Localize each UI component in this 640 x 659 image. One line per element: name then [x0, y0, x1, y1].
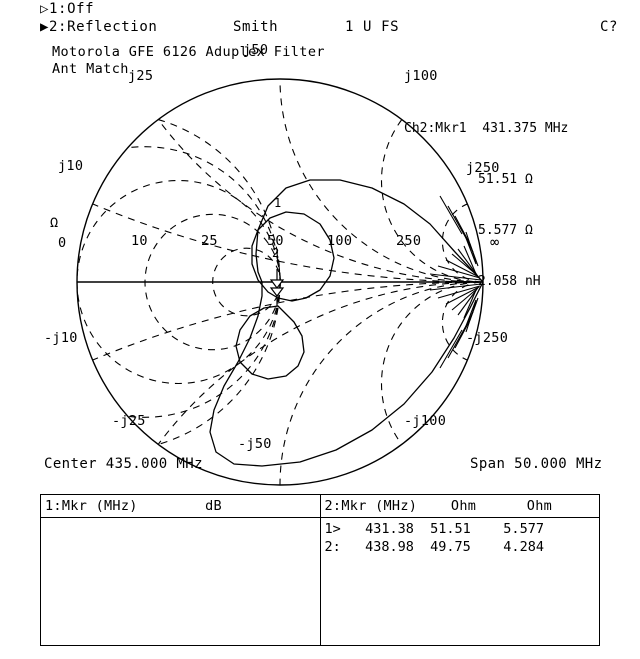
x-arc-neg-j100 [380, 281, 483, 485]
trace-resonance-cluster [439, 195, 479, 369]
marker-readout-line-1: Ch2:Mkr1 431.375 MHz [404, 120, 568, 137]
smith-chart-canvas [76, 78, 484, 486]
marker-readout-inductance: 2.058 nH [478, 274, 541, 289]
channel-1-status[interactable]: ▷1:Off [40, 1, 95, 17]
trace-convergence-fan [420, 245, 483, 319]
marker-table: 1:Mkr (MHz) dB 2:Mkr (MHz) Ohm Ohm 1> 43… [40, 494, 600, 646]
calibration-status-flag: C? [600, 19, 619, 35]
channel-2-format[interactable]: Smith [233, 19, 279, 35]
channel-2-scale[interactable]: 1 U FS [345, 19, 400, 35]
marker-table-channel-1: 1:Mkr (MHz) dB [41, 495, 321, 645]
label-pos-j25: j25 [128, 68, 154, 84]
label-pos-j100: j100 [404, 68, 438, 84]
x-arc-neg-j25 [77, 281, 483, 485]
reactance-arcs [77, 79, 483, 485]
page-title: Motorola GFE 6126 Aduplex Filter [52, 44, 325, 60]
label-neg-j25: -j25 [112, 413, 146, 429]
label-neg-j100: -j100 [404, 413, 447, 429]
trace-middle-upper-loop [251, 211, 335, 302]
center-frequency[interactable]: Center 435.000 MHz [44, 456, 203, 472]
x-arc-j100 [380, 79, 483, 283]
label-real-0: 0 [58, 235, 67, 251]
x-arc-neg-j50 [279, 281, 483, 485]
trace-outer-loop [209, 179, 484, 467]
label-neg-j10: -j10 [44, 330, 78, 346]
marker-readout-reactance: 5.577 Ω [478, 223, 533, 238]
label-real-100: 100 [327, 233, 353, 249]
marker-readout-resistance: 51.51 Ω [478, 172, 533, 187]
marker-table-channel-2: 2:Mkr (MHz) Ohm Ohm 1> 431.38 51.51 5.57… [320, 495, 600, 645]
marker-table-1-header: 1:Mkr (MHz) dB [41, 495, 320, 518]
marker-2-label: 2 [272, 246, 280, 260]
marker-1-label: 1 [274, 196, 282, 210]
label-pos-j50: j50 [243, 42, 269, 58]
marker-readout-frequency: 431.375 MHz [482, 121, 569, 136]
channel-2-status[interactable]: ▶2:Reflection [40, 19, 158, 35]
label-pos-j10: j10 [58, 158, 84, 174]
table-row[interactable]: 2: 438.98 49.75 4.284 [324, 539, 544, 555]
marker-readout-panel: Ch2:Mkr1 431.375 MHz 51.51 Ω 5.577 Ω 2.0… [404, 86, 568, 307]
label-real-50: 50 [267, 233, 284, 249]
label-real-10: 10 [131, 233, 148, 249]
x-arc-neg-j10 [77, 281, 483, 485]
label-real-infinity: ∞ [490, 233, 500, 251]
label-pos-j250: j250 [466, 160, 500, 176]
span-frequency[interactable]: Span 50.000 MHz [470, 456, 603, 472]
label-real-250: 250 [396, 233, 422, 249]
label-neg-j50: -j50 [238, 436, 272, 452]
marker-readout-label: Ch2:Mkr1 [404, 121, 467, 136]
smith-chart[interactable] [0, 28, 520, 486]
label-real-25: 25 [201, 233, 218, 249]
header-bar: ▷1:Off ▶2:Reflection Smith 1 U FS C? [0, 0, 640, 40]
page-subtitle: Ant Match [52, 61, 129, 77]
marker-2-symbol[interactable] [269, 287, 285, 306]
marker-1-symbol[interactable] [269, 269, 285, 289]
marker-table-1-body [41, 518, 320, 520]
trace-lower-loop [235, 305, 305, 380]
table-row[interactable]: 1> 431.38 51.51 5.577 [324, 521, 544, 537]
label-unit-ohm: Ω [50, 215, 59, 231]
marker-table-2-header: 2:Mkr (MHz) Ohm Ohm [320, 495, 599, 518]
reflection-trace [209, 179, 484, 467]
label-neg-j250: -j250 [466, 330, 509, 346]
marker-table-2-body: 1> 431.38 51.51 5.577 2: 438.98 49.75 4.2… [321, 518, 600, 556]
